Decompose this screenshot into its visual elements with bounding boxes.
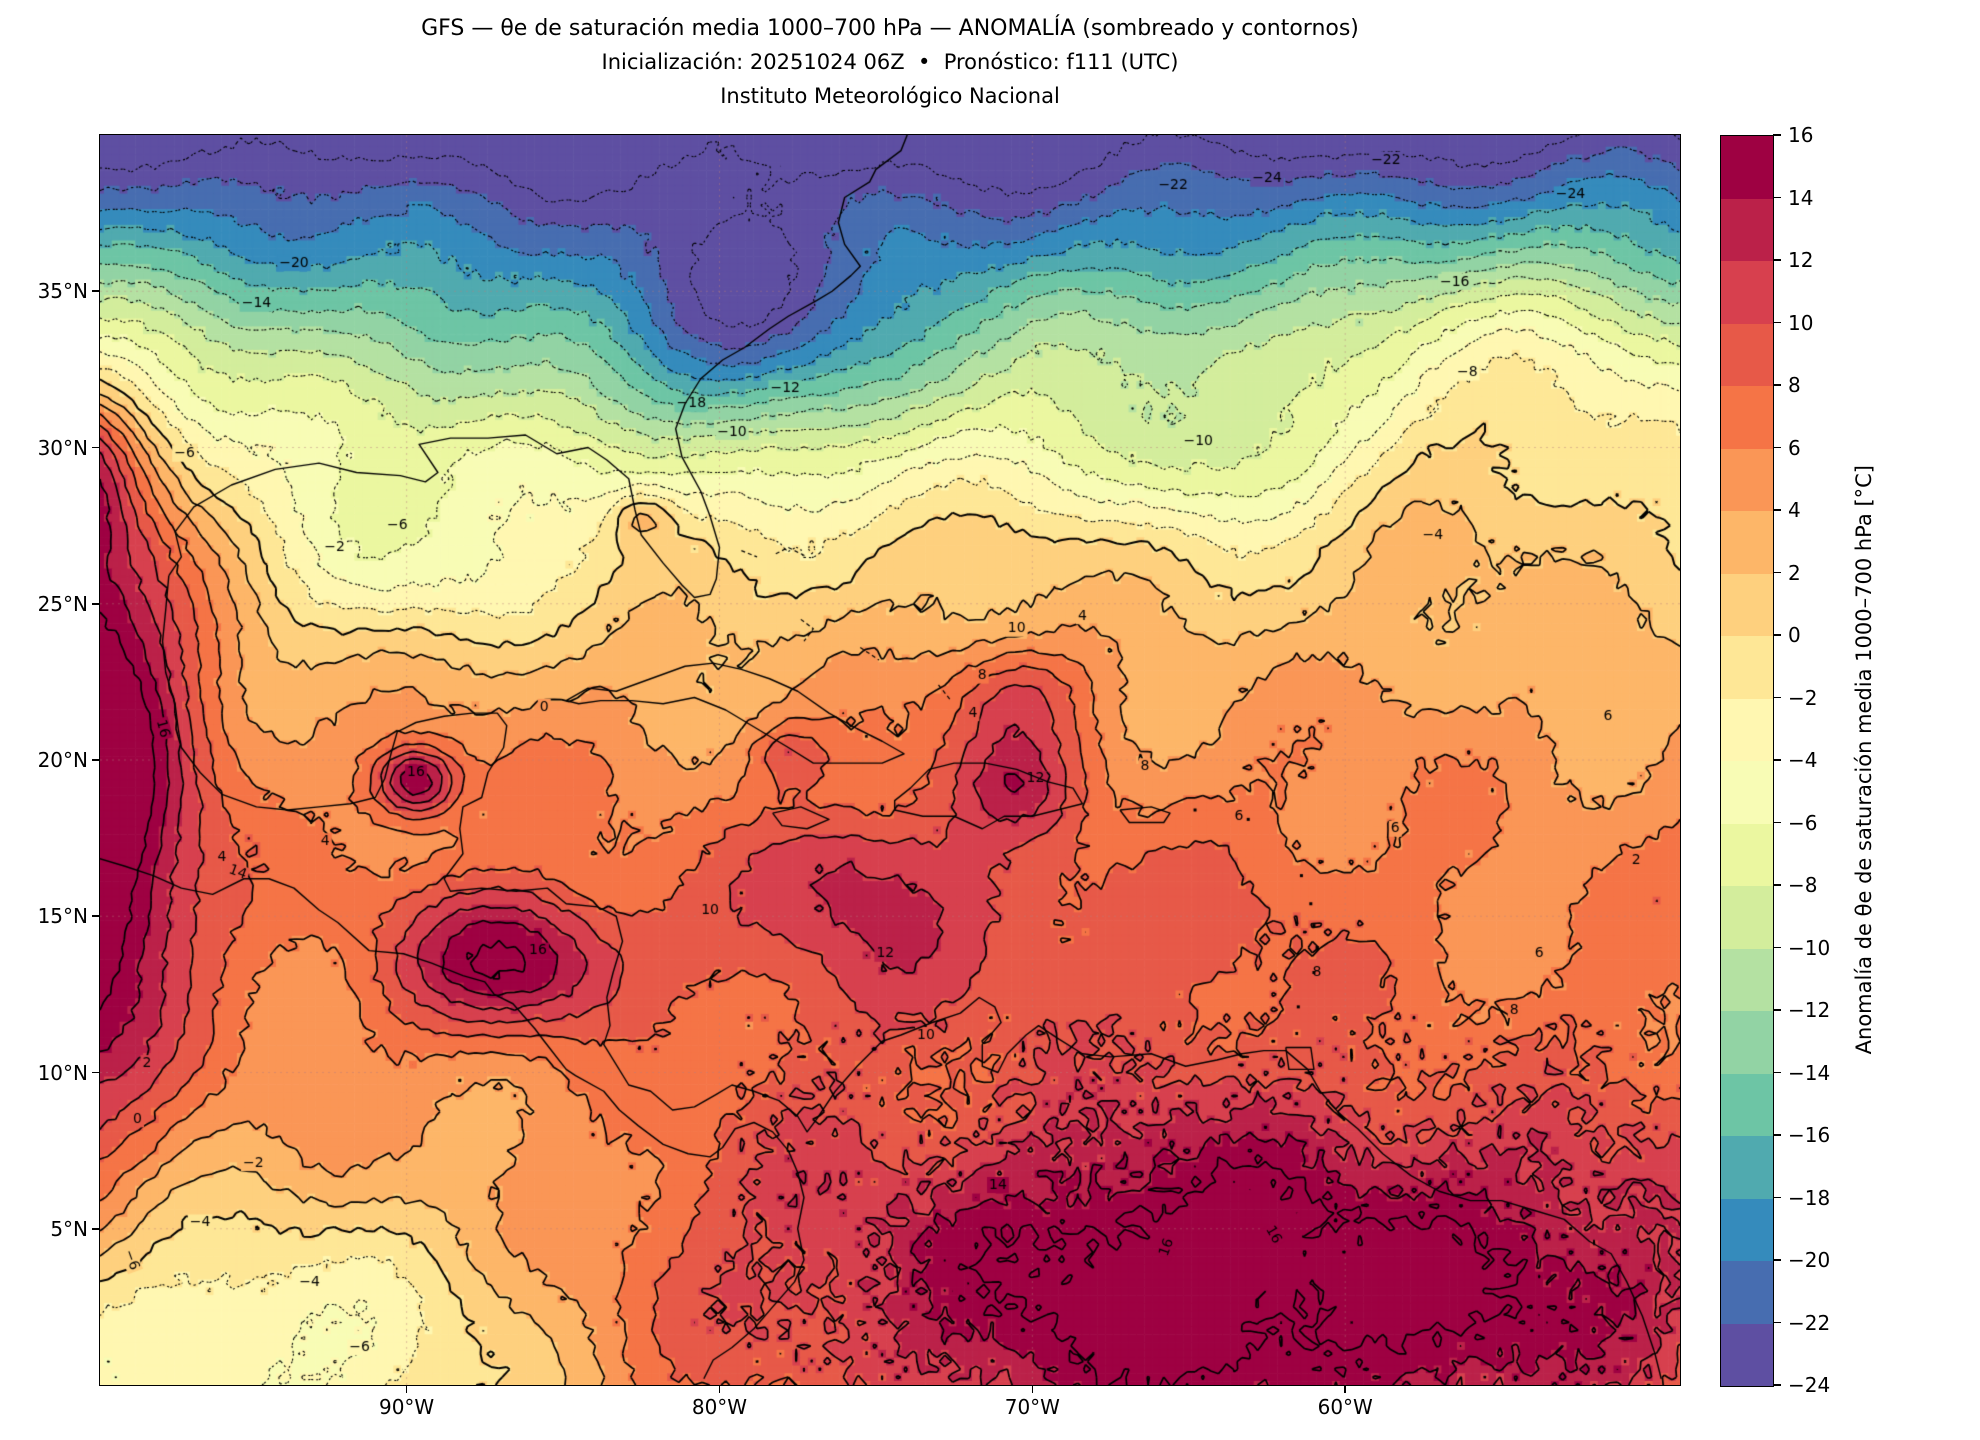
x-tick-mark xyxy=(718,1385,721,1393)
colorbar-bands xyxy=(1721,136,1773,1386)
colorbar-axis-label-text: Anomalía de θe de saturación media 1000–… xyxy=(1852,465,1876,1055)
colorbar-band xyxy=(1721,448,1773,511)
y-tick-label: 10°N xyxy=(37,1060,88,1085)
colorbar-band xyxy=(1721,323,1773,386)
colorbar-tick-mark xyxy=(1773,1321,1781,1324)
map-plot-area xyxy=(100,135,1680,1385)
map-canvas xyxy=(100,135,1680,1385)
y-tick-label: 20°N xyxy=(37,748,88,772)
colorbar-tick-mark xyxy=(1773,134,1781,136)
colorbar-tick-mark xyxy=(1773,884,1781,886)
colorbar-tick-mark xyxy=(1773,946,1781,949)
x-tick-label: 60°W xyxy=(1317,1395,1373,1419)
colorbar-tick-mark xyxy=(1773,1071,1781,1074)
colorbar-tick-mark xyxy=(1773,759,1781,761)
y-tick-label: 25°N xyxy=(37,591,88,616)
x-tick-label: 70°W xyxy=(1004,1395,1060,1419)
colorbar-tick-label: −18 xyxy=(1788,1185,1831,1210)
chart-title: GFS — θe de saturación media 1000–700 hP… xyxy=(421,16,1359,41)
colorbar-band xyxy=(1721,386,1773,449)
y-tick-label: 15°N xyxy=(37,904,88,929)
colorbar-tick-mark xyxy=(1773,1134,1781,1136)
colorbar-tick-mark xyxy=(1773,259,1781,261)
colorbar-tick-label: −6 xyxy=(1788,810,1818,835)
colorbar-axis-label: Anomalía de θe de saturación media 1000–… xyxy=(1842,135,1886,1385)
colorbar-tick-label: 12 xyxy=(1788,248,1814,272)
colorbar-tick-label: 14 xyxy=(1788,185,1814,210)
colorbar-band xyxy=(1721,1073,1773,1136)
colorbar-tick-label: −20 xyxy=(1788,1248,1831,1272)
colorbar xyxy=(1720,135,1774,1387)
colorbar-tick-mark xyxy=(1773,571,1781,574)
colorbar-tick-label: −2 xyxy=(1788,685,1818,710)
colorbar-tick-label: 6 xyxy=(1788,435,1801,460)
colorbar-band xyxy=(1721,136,1773,199)
colorbar-tick-label: −24 xyxy=(1788,1373,1831,1397)
colorbar-tick-mark xyxy=(1773,509,1781,511)
colorbar-band xyxy=(1721,573,1773,636)
colorbar-band xyxy=(1721,1323,1773,1386)
colorbar-band xyxy=(1721,1011,1773,1074)
colorbar-tick-label: −14 xyxy=(1788,1060,1831,1085)
y-tick-mark xyxy=(92,290,100,293)
x-tick-label: 90°W xyxy=(378,1395,435,1419)
colorbar-tick-label: −22 xyxy=(1788,1310,1831,1335)
colorbar-tick-label: 8 xyxy=(1788,373,1801,397)
colorbar-tick-label: −16 xyxy=(1788,1123,1831,1147)
colorbar-band xyxy=(1721,511,1773,574)
colorbar-tick-label: −12 xyxy=(1788,998,1831,1022)
colorbar-tick-mark xyxy=(1773,821,1781,824)
y-tick-label: 30°N xyxy=(37,435,88,460)
colorbar-tick-mark xyxy=(1773,634,1781,636)
y-tick-mark xyxy=(92,1227,100,1230)
x-tick-mark xyxy=(1031,1385,1034,1393)
colorbar-tick-mark xyxy=(1773,446,1781,449)
colorbar-tick-mark xyxy=(1773,1196,1781,1199)
y-tick-mark xyxy=(92,915,100,918)
colorbar-tick-mark xyxy=(1773,384,1781,386)
colorbar-band xyxy=(1721,1198,1773,1261)
colorbar-tick-label: 0 xyxy=(1788,623,1801,647)
x-tick-mark xyxy=(1344,1385,1347,1393)
colorbar-band xyxy=(1721,636,1773,699)
chart-subtitle-init-forecast: Inicialización: 20251024 06Z • Pronóstic… xyxy=(601,50,1179,74)
x-tick-label: 80°W xyxy=(691,1395,748,1419)
y-tick-mark xyxy=(92,446,100,449)
colorbar-tick-mark xyxy=(1773,196,1781,199)
colorbar-tick-label: −4 xyxy=(1788,748,1818,772)
colorbar-tick-mark xyxy=(1773,321,1781,324)
colorbar-tick-label: −8 xyxy=(1788,873,1818,897)
y-tick-mark xyxy=(92,759,100,761)
colorbar-band xyxy=(1721,886,1773,949)
colorbar-band xyxy=(1721,948,1773,1011)
colorbar-band xyxy=(1721,1261,1773,1324)
chart-subtitle-institution: Instituto Meteorológico Nacional xyxy=(720,84,1060,108)
colorbar-tick-label: 4 xyxy=(1788,498,1801,522)
colorbar-tick-label: 16 xyxy=(1788,123,1814,147)
colorbar-tick-mark xyxy=(1773,1259,1781,1261)
y-tick-label: 35°N xyxy=(37,279,88,304)
x-tick-mark xyxy=(405,1385,408,1393)
colorbar-tick-label: −10 xyxy=(1788,935,1831,960)
colorbar-band xyxy=(1721,698,1773,761)
colorbar-band xyxy=(1721,761,1773,824)
y-tick-mark xyxy=(92,602,100,605)
colorbar-tick-mark xyxy=(1773,696,1781,699)
colorbar-tick-label: 10 xyxy=(1788,310,1814,335)
colorbar-band xyxy=(1721,261,1773,324)
colorbar-band xyxy=(1721,198,1773,261)
y-tick-label: 5°N xyxy=(50,1216,88,1241)
colorbar-band xyxy=(1721,1136,1773,1199)
y-tick-mark xyxy=(92,1071,100,1074)
colorbar-band xyxy=(1721,823,1773,886)
colorbar-tick-mark xyxy=(1773,1009,1781,1011)
colorbar-tick-mark xyxy=(1773,1384,1781,1386)
colorbar-tick-label: 2 xyxy=(1788,560,1801,585)
